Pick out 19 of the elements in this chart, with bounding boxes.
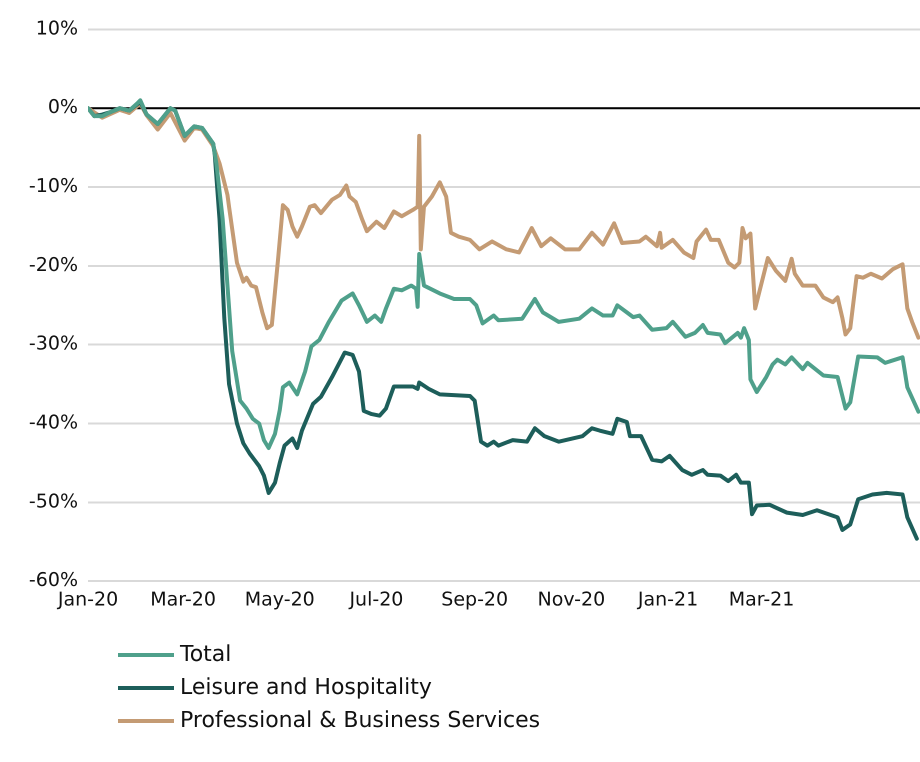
legend-label: Total: [180, 642, 232, 667]
y-tick-label: -10%: [28, 174, 78, 197]
y-tick-label: -40%: [28, 411, 78, 434]
x-tick-label: Jul-20: [348, 588, 404, 611]
x-tick-label: May-20: [244, 588, 315, 611]
x-tick-label: Jan-21: [636, 588, 698, 611]
x-tick-label: Mar-21: [728, 588, 794, 611]
x-tick-label: Sep-20: [441, 588, 508, 611]
legend-label: Leisure and Hospitality: [180, 675, 432, 700]
x-tick-label: Nov-20: [538, 588, 606, 611]
y-tick-label: -60%: [28, 569, 78, 592]
y-tick-label: 0%: [48, 96, 78, 118]
y-tick-label: -20%: [28, 254, 78, 276]
x-tick-label: Mar-20: [150, 588, 216, 611]
y-tick-label: -30%: [28, 332, 78, 355]
legend-label: Professional & Business Services: [180, 708, 540, 733]
x-tick-label: Jan-20: [56, 588, 118, 611]
y-tick-label: -50%: [28, 490, 78, 512]
y-tick-label: 10%: [36, 17, 78, 40]
